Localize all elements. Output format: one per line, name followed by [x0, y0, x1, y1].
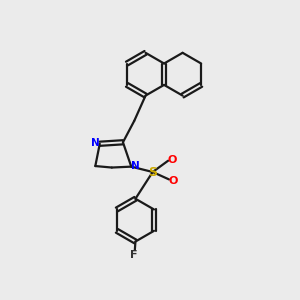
Text: N: N — [131, 161, 140, 171]
Text: F: F — [130, 250, 137, 260]
Text: O: O — [169, 176, 178, 186]
Text: N: N — [91, 138, 100, 148]
Text: O: O — [168, 154, 177, 164]
Text: S: S — [148, 166, 158, 179]
